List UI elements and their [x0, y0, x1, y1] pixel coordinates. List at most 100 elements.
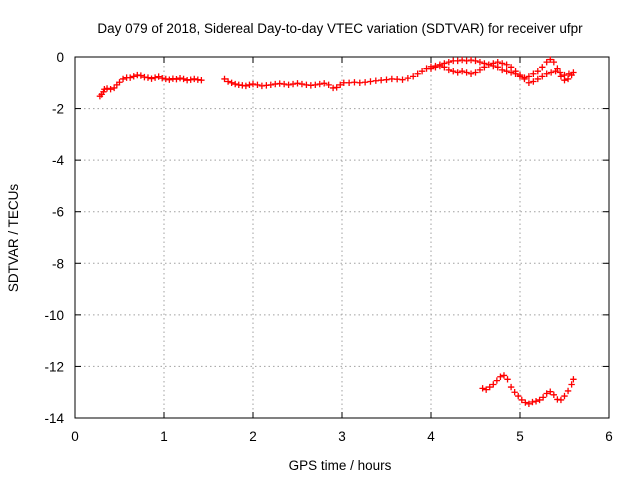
- data-point: [552, 67, 559, 75]
- data-point: [511, 389, 518, 396]
- y-axis-ticks: 0 -2 -4 -6 -8 -10 -12 -14: [44, 50, 609, 426]
- y-tick-label-6: -12: [44, 359, 64, 374]
- data-point: [499, 60, 506, 67]
- y-tick-label-2: -4: [52, 153, 64, 168]
- data-point: [126, 74, 134, 81]
- data-point: [162, 75, 169, 83]
- data-point: [249, 80, 257, 88]
- data-point: [534, 67, 541, 75]
- data-point: [246, 81, 253, 89]
- data-point: [539, 64, 546, 71]
- y-tick-label-3: -6: [52, 205, 64, 220]
- data-point: [530, 78, 537, 85]
- data-point: [224, 78, 232, 85]
- data-point: [103, 85, 111, 92]
- data-point: [454, 69, 461, 76]
- data-point: [521, 75, 528, 83]
- data-point: [356, 79, 363, 86]
- data-point: [547, 388, 554, 395]
- data-point: [159, 74, 166, 82]
- x-tick-label-2: 2: [249, 429, 257, 444]
- data-point: [458, 56, 466, 64]
- data-point: [476, 66, 484, 74]
- data-point: [522, 399, 529, 406]
- data-point: [512, 67, 519, 75]
- data-point: [539, 73, 546, 80]
- data-point: [130, 73, 137, 80]
- data-point: [485, 61, 493, 68]
- data-point: [486, 383, 493, 391]
- data-point: [436, 62, 444, 70]
- data-point: [565, 70, 573, 77]
- data-point: [547, 69, 555, 76]
- data-point: [467, 70, 475, 77]
- data-point: [515, 392, 522, 400]
- y-tick-label-5: -10: [44, 308, 64, 323]
- data-point: [351, 79, 358, 86]
- data-point: [507, 64, 515, 71]
- data-point: [333, 84, 340, 91]
- data-point: [187, 76, 194, 83]
- data-point: [242, 82, 250, 90]
- data-point: [180, 75, 187, 83]
- data-point: [151, 74, 159, 81]
- data-point: [481, 64, 488, 71]
- data-point: [137, 72, 145, 79]
- data-point: [228, 79, 235, 86]
- series-2: [427, 58, 573, 86]
- data-point: [340, 79, 347, 86]
- data-point: [525, 400, 533, 408]
- data-point: [499, 66, 506, 74]
- data-point: [503, 67, 510, 75]
- data-point: [561, 71, 568, 79]
- data-point: [568, 381, 575, 388]
- data-point: [472, 57, 479, 65]
- x-tick-label-3: 3: [338, 429, 346, 444]
- data-point: [107, 86, 114, 93]
- data-point: [254, 81, 261, 89]
- data-point: [450, 67, 457, 75]
- data-point: [493, 377, 501, 384]
- data-point: [479, 385, 486, 392]
- data-point: [536, 396, 543, 404]
- data-point: [298, 80, 306, 88]
- data-point: [490, 60, 497, 67]
- data-point: [119, 75, 127, 83]
- series-1: [221, 56, 577, 92]
- data-point: [504, 376, 511, 383]
- data-point: [463, 57, 470, 65]
- data-point: [570, 376, 577, 383]
- series-3: [479, 372, 577, 408]
- chart-title: Day 079 of 2018, Sidereal Day-to-day VTE…: [97, 21, 583, 36]
- data-point: [367, 78, 374, 85]
- data-point: [516, 71, 524, 79]
- data-point: [445, 66, 452, 74]
- data-point: [361, 79, 369, 86]
- data-point: [414, 70, 421, 77]
- y-tick-label-7: -14: [44, 411, 64, 426]
- data-point: [441, 64, 448, 71]
- data-point: [482, 386, 490, 393]
- data-point: [337, 81, 344, 89]
- data-point: [529, 398, 536, 406]
- data-point: [116, 79, 123, 86]
- data-point: [497, 373, 504, 380]
- data-point: [345, 79, 353, 86]
- x-axis-ticks: 0 1 2 3 4 5 6: [71, 57, 613, 444]
- data-point: [463, 69, 470, 76]
- data-point: [543, 70, 550, 77]
- data-point: [267, 81, 274, 89]
- data-point: [500, 372, 508, 379]
- data-point: [388, 75, 396, 83]
- data-point: [507, 383, 515, 391]
- data-point: [564, 75, 572, 83]
- data-point: [564, 387, 572, 395]
- data-point: [393, 75, 401, 83]
- x-axis-label: GPS time / hours: [289, 458, 392, 473]
- data-series: [96, 56, 577, 408]
- x-tick-label-1: 1: [160, 429, 168, 444]
- data-point: [561, 392, 568, 400]
- data-point: [557, 73, 565, 80]
- data-point: [525, 73, 533, 80]
